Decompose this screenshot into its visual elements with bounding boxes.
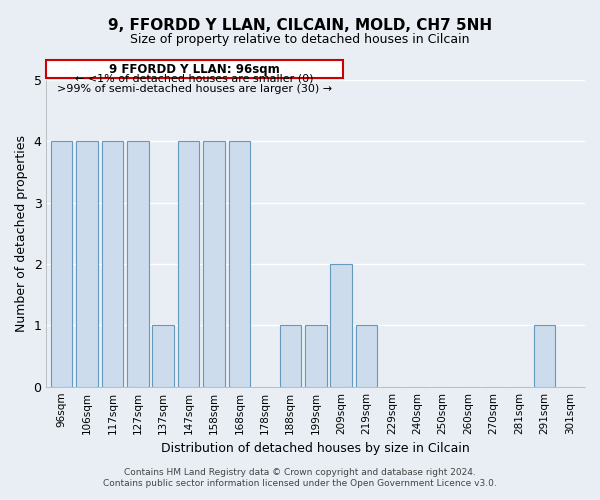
Bar <box>229 142 250 386</box>
Text: Contains HM Land Registry data © Crown copyright and database right 2024.
Contai: Contains HM Land Registry data © Crown c… <box>103 468 497 487</box>
Bar <box>305 326 326 386</box>
Bar <box>127 142 149 386</box>
Bar <box>280 326 301 386</box>
Bar <box>152 326 174 386</box>
Y-axis label: Number of detached properties: Number of detached properties <box>15 135 28 332</box>
Bar <box>76 142 98 386</box>
X-axis label: Distribution of detached houses by size in Cilcain: Distribution of detached houses by size … <box>161 442 470 455</box>
Bar <box>178 142 199 386</box>
Text: 9 FFORDD Y LLAN: 96sqm: 9 FFORDD Y LLAN: 96sqm <box>109 62 280 76</box>
Bar <box>356 326 377 386</box>
Text: >99% of semi-detached houses are larger (30) →: >99% of semi-detached houses are larger … <box>57 84 332 94</box>
Bar <box>101 142 123 386</box>
Bar <box>51 142 73 386</box>
Bar <box>331 264 352 386</box>
Bar <box>203 142 225 386</box>
Bar <box>533 326 555 386</box>
Text: Size of property relative to detached houses in Cilcain: Size of property relative to detached ho… <box>130 32 470 46</box>
Text: 9, FFORDD Y LLAN, CILCAIN, MOLD, CH7 5NH: 9, FFORDD Y LLAN, CILCAIN, MOLD, CH7 5NH <box>108 18 492 32</box>
Text: ← <1% of detached houses are smaller (0): ← <1% of detached houses are smaller (0) <box>75 74 314 84</box>
